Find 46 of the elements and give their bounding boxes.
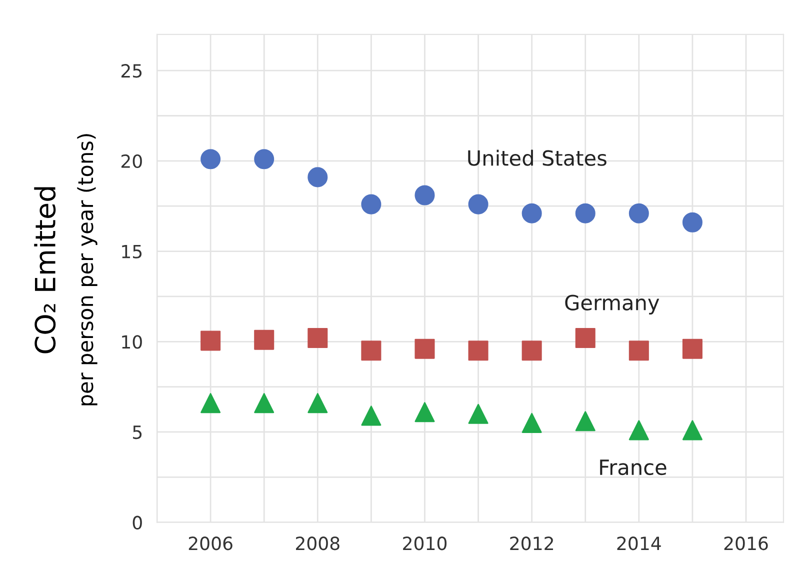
point: [575, 411, 596, 432]
point: [200, 393, 221, 414]
point: [254, 393, 274, 414]
y-tick-label: 10: [122, 335, 142, 349]
y-tick-label: 15: [122, 244, 142, 258]
x-tick-label: 2008: [296, 536, 340, 550]
point: [414, 402, 435, 422]
x-tick-label: 2010: [403, 536, 447, 550]
y-axis-title: CO₂ Emitted per person per year (tons): [34, 134, 98, 406]
y-tick-label: 0: [132, 516, 142, 530]
point: [522, 203, 542, 224]
point: [682, 420, 702, 440]
y-tick-label: 20: [121, 154, 142, 168]
point: [468, 194, 488, 214]
x-tick-label: 2012: [510, 536, 553, 550]
y-tick-label: 25: [121, 64, 142, 78]
point: [468, 340, 488, 361]
point: [414, 338, 435, 359]
point: [308, 167, 328, 188]
point: [468, 404, 488, 424]
point: [522, 412, 542, 433]
x-tick-label: 2014: [617, 536, 661, 550]
point: [575, 328, 596, 348]
x-tick-label: 2016: [724, 536, 768, 550]
point: [200, 149, 221, 170]
series-label: Germany: [565, 294, 660, 314]
point: [575, 203, 596, 224]
point: [308, 328, 328, 348]
point: [682, 212, 702, 232]
x-tick-label: 2006: [188, 536, 232, 550]
point: [254, 149, 274, 170]
point: [414, 185, 435, 206]
series-label: France: [600, 460, 666, 476]
point: [361, 340, 382, 361]
point: [628, 420, 649, 440]
point: [254, 330, 274, 350]
series-label: United States: [468, 150, 606, 166]
point: [682, 338, 702, 359]
point: [361, 406, 382, 426]
point: [361, 194, 382, 214]
point: [628, 203, 649, 224]
y-tick-label: 5: [133, 426, 142, 440]
point: [522, 340, 542, 361]
point: [628, 340, 649, 361]
point: [200, 330, 221, 351]
point: [308, 393, 328, 414]
